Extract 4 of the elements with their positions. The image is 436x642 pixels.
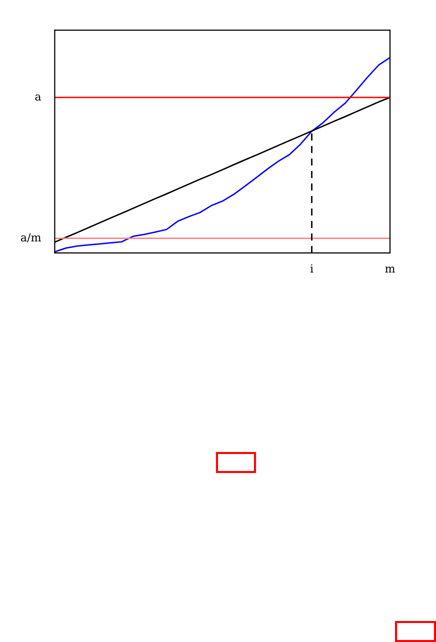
x-tick-label: m bbox=[385, 266, 395, 272]
x-tick-label: i bbox=[310, 264, 314, 272]
ref-line-label: a bbox=[35, 94, 41, 101]
ref-line-label: a/m bbox=[20, 233, 42, 242]
